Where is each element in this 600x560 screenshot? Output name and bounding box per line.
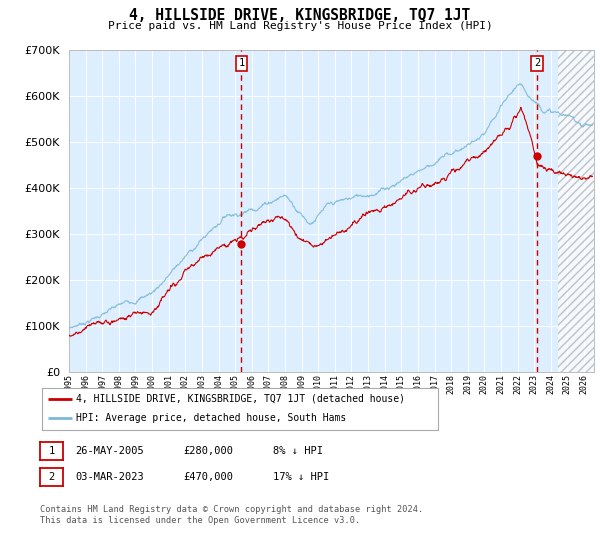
Text: 03-MAR-2023: 03-MAR-2023 [75, 472, 144, 482]
Text: 17% ↓ HPI: 17% ↓ HPI [273, 472, 329, 482]
Text: 1: 1 [238, 58, 245, 68]
Text: 2: 2 [49, 472, 55, 482]
Text: Price paid vs. HM Land Registry's House Price Index (HPI): Price paid vs. HM Land Registry's House … [107, 21, 493, 31]
Text: Contains HM Land Registry data © Crown copyright and database right 2024.
This d: Contains HM Land Registry data © Crown c… [40, 505, 424, 525]
Text: 1: 1 [49, 446, 55, 456]
Text: 4, HILLSIDE DRIVE, KINGSBRIDGE, TQ7 1JT: 4, HILLSIDE DRIVE, KINGSBRIDGE, TQ7 1JT [130, 8, 470, 24]
Text: 26-MAY-2005: 26-MAY-2005 [75, 446, 144, 456]
Text: 8% ↓ HPI: 8% ↓ HPI [273, 446, 323, 456]
Bar [558, 50, 594, 372]
Text: 2: 2 [534, 58, 540, 68]
Text: 4, HILLSIDE DRIVE, KINGSBRIDGE, TQ7 1JT (detached house): 4, HILLSIDE DRIVE, KINGSBRIDGE, TQ7 1JT … [76, 394, 404, 404]
Text: £280,000: £280,000 [183, 446, 233, 456]
Text: £470,000: £470,000 [183, 472, 233, 482]
Bar [558, 50, 594, 372]
Text: HPI: Average price, detached house, South Hams: HPI: Average price, detached house, Sout… [76, 413, 346, 423]
